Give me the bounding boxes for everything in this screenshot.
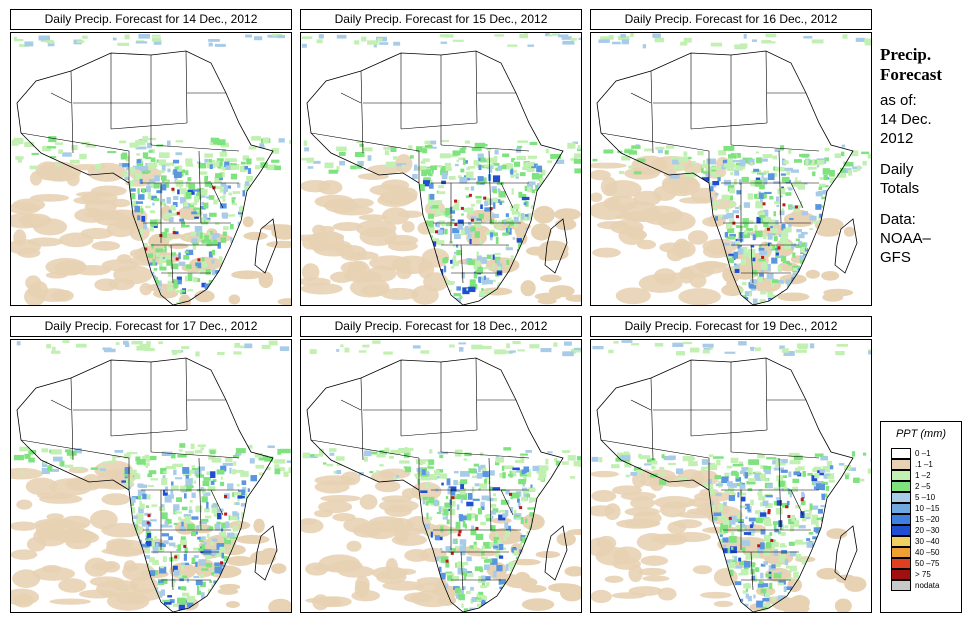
- legend-swatch: [891, 547, 911, 558]
- legend-swatch: [891, 470, 911, 481]
- legend-swatch: [891, 492, 911, 503]
- legend-label: 20 –30: [915, 526, 940, 535]
- legend-swatch: [891, 448, 911, 459]
- legend-label: 1 –2: [915, 471, 931, 480]
- legend-swatch: [891, 580, 911, 591]
- forecast-panel-4: Daily Precip. Forecast for 17 Dec., 2012: [10, 316, 292, 613]
- legend-label: > 75: [915, 570, 931, 579]
- africa-precip-map: [590, 32, 872, 306]
- coastline-borders: [306, 357, 568, 612]
- forecast-panel-5: Daily Precip. Forecast for 18 Dec., 2012: [300, 316, 582, 613]
- africa-precip-map: [590, 339, 872, 613]
- africa-precip-map: [300, 32, 582, 306]
- legend-label: 30 –40: [915, 537, 940, 546]
- legend-label: 40 –50: [915, 548, 940, 557]
- side-info: Precip. Forecast as of: 14 Dec. 2012 Dai…: [880, 45, 962, 267]
- legend-swatch: [891, 569, 911, 580]
- panel-title: Daily Precip. Forecast for 14 Dec., 2012: [10, 9, 292, 30]
- as-of-label: as of:: [880, 92, 917, 109]
- dry-area-layer: [301, 468, 581, 611]
- legend-item: 2 –5: [881, 481, 961, 492]
- legend-swatch: [891, 503, 911, 514]
- legend-item: 5 –10: [881, 492, 961, 503]
- panel-title: Daily Precip. Forecast for 19 Dec., 2012: [590, 316, 872, 337]
- legend-rows: 0 –1 .1 –1 1 –2 2 –5 5 –10 10 –15 15 –20 20 –30…: [881, 448, 961, 591]
- legend-label: 10 –15: [915, 504, 940, 513]
- legend-item: 50 –75: [881, 558, 961, 569]
- dry-area-layer: [301, 154, 581, 305]
- legend-label: .1 –1: [915, 460, 933, 469]
- totals-line-2: Totals: [880, 180, 920, 197]
- africa-precip-map: [300, 339, 582, 613]
- legend-label: nodata: [915, 581, 940, 590]
- legend-swatch: [891, 481, 911, 492]
- legend-label: 15 –20: [915, 515, 940, 524]
- legend-label: 0 –1: [915, 449, 931, 458]
- heading-line-1: Precip.: [880, 45, 932, 64]
- legend-item: 1 –2: [881, 470, 961, 481]
- legend-swatch: [891, 514, 911, 525]
- data-source-line-2: NOAA–: [880, 230, 931, 247]
- forecast-panel-2: Daily Precip. Forecast for 15 Dec., 2012: [300, 9, 582, 306]
- forecast-panel-6: Daily Precip. Forecast for 19 Dec., 2012: [590, 316, 872, 613]
- legend-item: 40 –50: [881, 547, 961, 558]
- africa-precip-map: [10, 32, 292, 306]
- legend-swatch: [891, 459, 911, 470]
- legend-item: 20 –30: [881, 525, 961, 536]
- legend-title: PPT (mm): [895, 428, 947, 440]
- legend-item: 30 –40: [881, 536, 961, 547]
- legend-label: 2 –5: [915, 482, 931, 491]
- coastline-borders: [306, 50, 568, 305]
- panel-title: Daily Precip. Forecast for 17 Dec., 2012: [10, 316, 292, 337]
- coastline-borders: [16, 50, 278, 305]
- as-of-date-line-1: 14 Dec.: [880, 111, 932, 128]
- legend-swatch: [891, 536, 911, 547]
- legend-item: 10 –15: [881, 503, 961, 514]
- coastline-borders: [596, 357, 858, 612]
- legend-swatch: [891, 558, 911, 569]
- coastline-borders: [16, 357, 278, 612]
- legend-label: 5 –10: [915, 493, 936, 502]
- legend-label: 50 –75: [915, 559, 940, 568]
- legend-item: > 75: [881, 569, 961, 580]
- forecast-panel-3: Daily Precip. Forecast for 16 Dec., 2012: [590, 9, 872, 306]
- coastline-borders: [596, 50, 858, 305]
- forecast-panel-1: Daily Precip. Forecast for 14 Dec., 2012: [10, 9, 292, 306]
- legend-item: nodata: [881, 580, 961, 591]
- data-source-line-3: GFS: [880, 249, 911, 266]
- panel-title: Daily Precip. Forecast for 16 Dec., 2012: [590, 9, 872, 30]
- legend-item: 15 –20: [881, 514, 961, 525]
- totals-line-1: Daily: [880, 161, 914, 178]
- data-source-line-1: Data:: [880, 211, 916, 228]
- panel-title: Daily Precip. Forecast for 18 Dec., 2012: [300, 316, 582, 337]
- dry-area-layer: [591, 155, 855, 305]
- as-of-date-line-2: 2012: [880, 130, 914, 147]
- legend-item: .1 –1: [881, 459, 961, 470]
- legend-swatch: [891, 525, 911, 536]
- ppt-legend: PPT (mm) 0 –1 .1 –1 1 –2 2 –5 5 –10 10 –15 15 …: [880, 421, 962, 613]
- legend-item: 0 –1: [881, 448, 961, 459]
- panel-title: Daily Precip. Forecast for 15 Dec., 2012: [300, 9, 582, 30]
- africa-precip-map: [10, 339, 292, 613]
- heading-line-2: Forecast: [880, 65, 942, 84]
